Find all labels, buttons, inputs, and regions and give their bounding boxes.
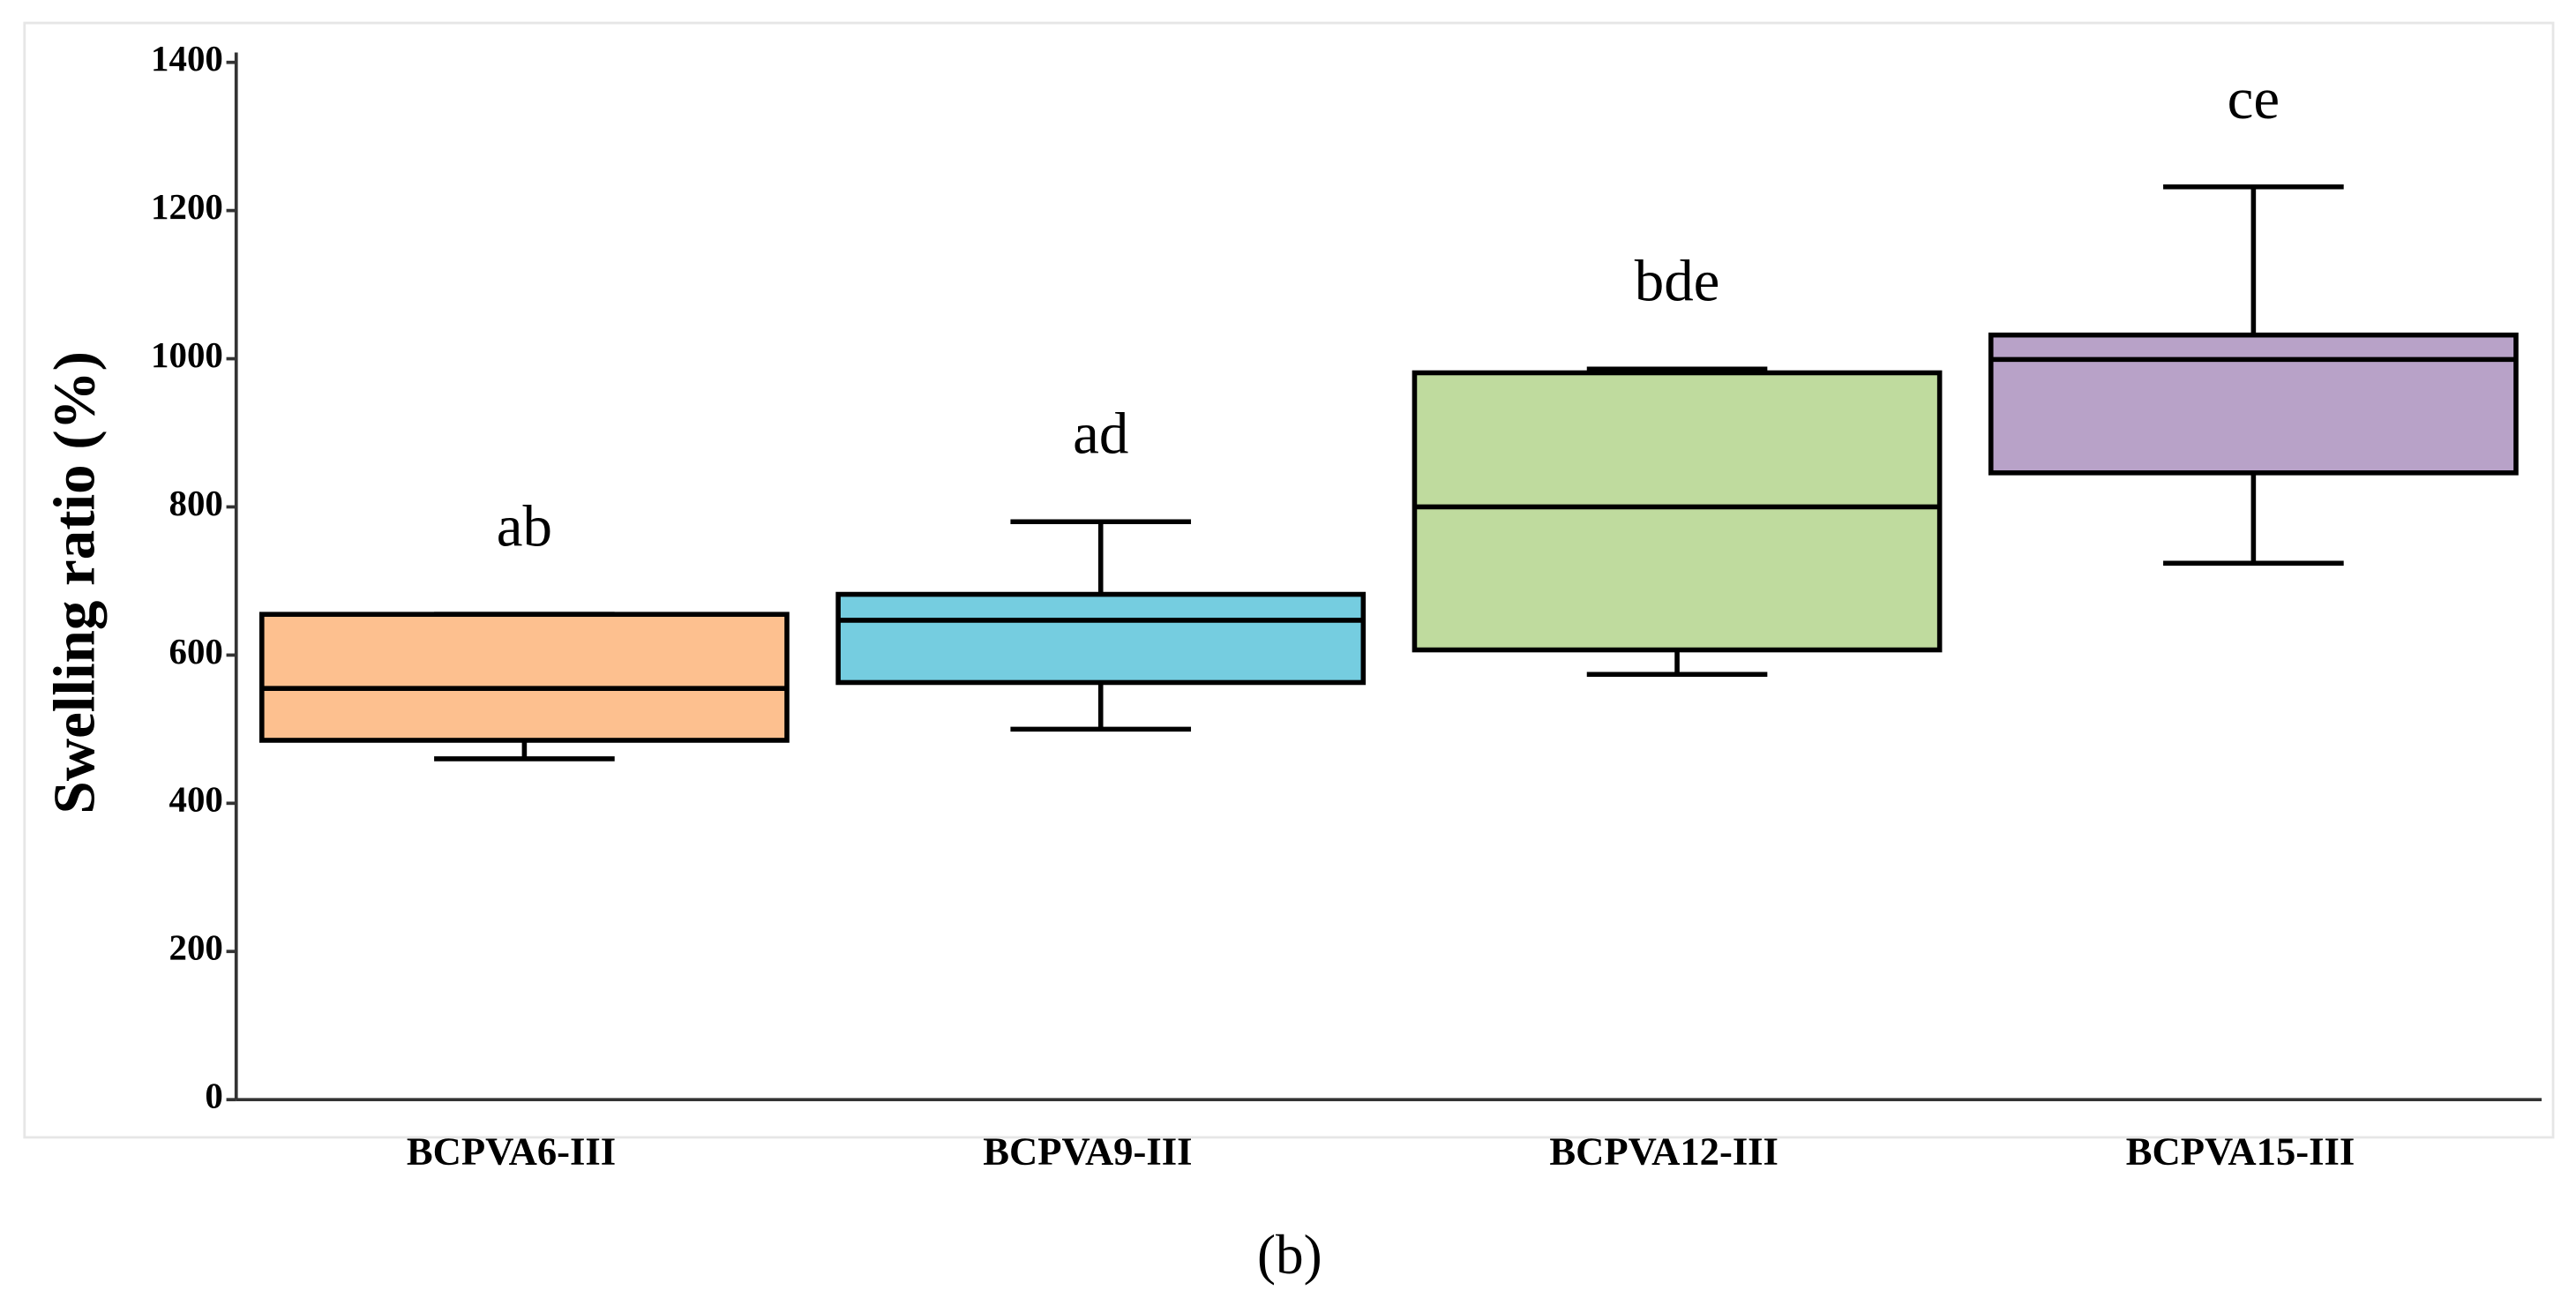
annotation: ab [497,494,552,559]
y-axis-label: Swelling ratio (%) [41,351,107,814]
y-tick-label: 0 [205,1077,222,1116]
y-tick-label: 400 [169,780,223,820]
x-tick-label: BCPVA6-III [407,1129,616,1174]
annotation: ad [1073,401,1128,467]
box [259,611,790,743]
y-tick-label: 200 [169,928,223,968]
box [1988,332,2519,476]
y-tick-label: 1400 [151,39,223,79]
caption: (b) [1257,1224,1322,1286]
annotation: bde [1635,249,1720,314]
y-tick-label: 1200 [151,187,223,227]
y-tick-label: 1000 [151,335,223,375]
annotation: ce [2228,66,2280,131]
box [835,591,1367,686]
frame [23,21,2555,1139]
box [1412,370,1943,653]
x-tick-label: BCPVA9-III [983,1129,1192,1174]
y-tick-label: 800 [169,484,223,523]
y-tick-label: 600 [169,632,223,672]
x-tick-label: BCPVA15-III [2126,1129,2355,1174]
x-tick-label: BCPVA12-III [1549,1129,1778,1174]
